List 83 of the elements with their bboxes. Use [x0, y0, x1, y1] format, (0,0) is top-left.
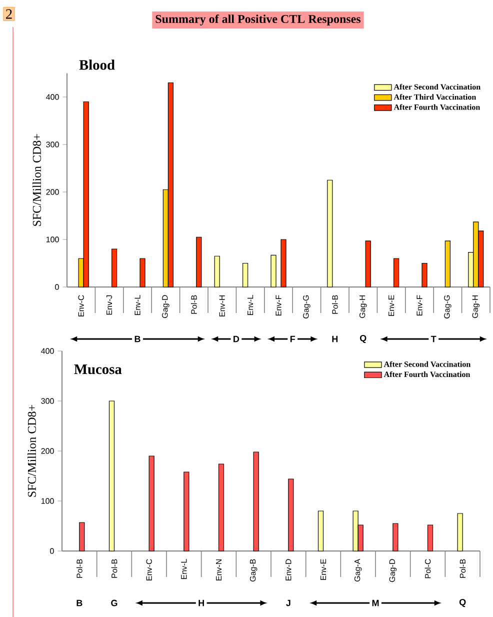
bar: [242, 262, 248, 288]
bar: [214, 256, 220, 288]
bar: [270, 254, 276, 288]
bar: [365, 240, 371, 288]
bar: [288, 478, 294, 552]
y-tick-label: 300: [46, 142, 59, 148]
text: J: [286, 600, 290, 606]
x-tick-label: Gag-D: [389, 559, 397, 582]
text: 2: [6, 9, 12, 19]
y-tick-label: 0: [55, 284, 59, 290]
x-tick-label: Env-L: [181, 559, 187, 580]
x-tick-label: Gag-B: [250, 559, 258, 582]
bar: [196, 236, 202, 288]
y-axis-title: SFC/Million CD8+: [28, 405, 36, 497]
x-tick-label: Env-N: [216, 559, 222, 580]
chart-subtitle: Blood: [79, 60, 115, 70]
y-tick-label: 400: [46, 94, 59, 100]
y-tick-label: 100: [41, 498, 54, 504]
y-tick-label: 0: [50, 548, 54, 554]
bar: [112, 248, 118, 288]
text: H: [332, 336, 338, 342]
x-tick-label: Pol-B: [190, 295, 197, 314]
bar: [148, 456, 154, 552]
text: Mucosa: [74, 364, 122, 374]
x-tick-label: Env-L: [134, 295, 140, 316]
text: F: [290, 336, 296, 342]
x-tick-label: Env-E: [388, 295, 394, 316]
x-tick-label: Env-C: [146, 559, 152, 580]
bar: [422, 262, 428, 288]
bar: [427, 524, 434, 552]
x-tick-label: Pol-B: [460, 559, 466, 578]
x-tick-label: Env-H: [219, 295, 225, 316]
x-tick-label: Env-E: [320, 559, 326, 580]
x-tick-label: Pol-B: [76, 559, 82, 578]
chart-title: Summary of all Positive CTL Responses: [156, 14, 361, 26]
x-tick-label: Gag-G: [444, 295, 452, 318]
legend-label: After Fourth Vaccination: [394, 104, 480, 110]
y-axis-title: SFC/Million CD8+: [32, 134, 41, 226]
legend-label: After Fourth Vaccination: [384, 371, 470, 378]
bar: [184, 472, 190, 552]
x-tick-label: Gag-H: [359, 295, 367, 318]
text: Q: [360, 334, 366, 344]
bar: [444, 240, 451, 288]
y-tick-label: 300: [41, 398, 54, 404]
x-tick-label: Pol-C: [424, 559, 431, 578]
bar: [318, 510, 324, 552]
y-tick-label: 100: [46, 236, 59, 242]
x-tick-label: Env-F: [416, 295, 422, 316]
y-tick-label: 400: [41, 348, 54, 354]
legend-label: After Second Vaccination: [384, 361, 471, 367]
x-tick-label: Gag-A: [354, 558, 362, 582]
bar: [392, 523, 398, 552]
y-tick-label: 200: [41, 448, 54, 454]
text: B: [76, 600, 82, 606]
x-tick-label: Gag-G: [303, 295, 310, 318]
text: H: [198, 600, 204, 606]
bar: [394, 258, 400, 288]
x-tick-label: Env-C: [78, 295, 84, 316]
x-tick-label: Pol-B: [332, 295, 338, 314]
y-tick-label: 200: [46, 189, 59, 195]
text: Q: [459, 598, 466, 608]
bar: [327, 180, 333, 288]
text: M: [372, 600, 379, 606]
text: G: [111, 600, 118, 606]
bar: [253, 452, 259, 552]
bar: [280, 239, 286, 288]
x-tick-label: Env-D: [286, 559, 292, 580]
text: B: [134, 336, 140, 342]
x-tick-label: Env-J: [106, 295, 112, 315]
legend-label: After Second Vaccination: [394, 84, 480, 90]
bar: [108, 400, 115, 552]
x-tick-label: Gag-H: [472, 295, 480, 318]
legend-label: After Third Vaccination: [394, 94, 476, 100]
bar: [140, 258, 146, 288]
bar: [79, 522, 85, 552]
x-tick-label: Env-L: [248, 295, 254, 316]
x-tick-label: Gag-D: [162, 295, 170, 318]
bar: [457, 513, 463, 552]
text: T: [430, 336, 436, 342]
x-tick-label: Pol-B: [111, 559, 118, 578]
text: D: [234, 336, 240, 342]
bar: [218, 464, 224, 552]
x-tick-label: Env-F: [276, 295, 282, 316]
